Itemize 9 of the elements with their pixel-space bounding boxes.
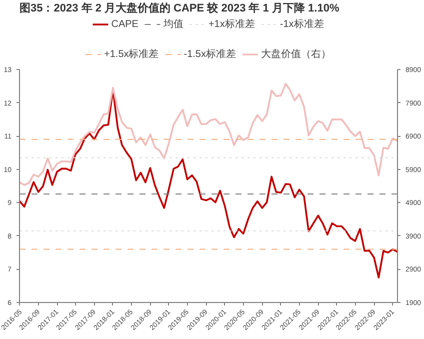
legend-label: CAPE xyxy=(111,18,138,30)
line-series xyxy=(20,82,398,186)
legend-label: +1x标准差 xyxy=(208,18,255,31)
chart-title: 图35：2023 年 2 月大盘价值的 CAPE 较 2023 年 1 月下降 1.10% xyxy=(20,2,340,14)
legend-label: 均值 xyxy=(163,18,184,31)
legend-label: +1.5x标准差 xyxy=(104,48,159,61)
legend-label: -1x标准差 xyxy=(280,18,324,31)
legend-label: 大盘价值（右） xyxy=(260,48,331,61)
legend-label: -1.5x标准差 xyxy=(184,48,236,61)
